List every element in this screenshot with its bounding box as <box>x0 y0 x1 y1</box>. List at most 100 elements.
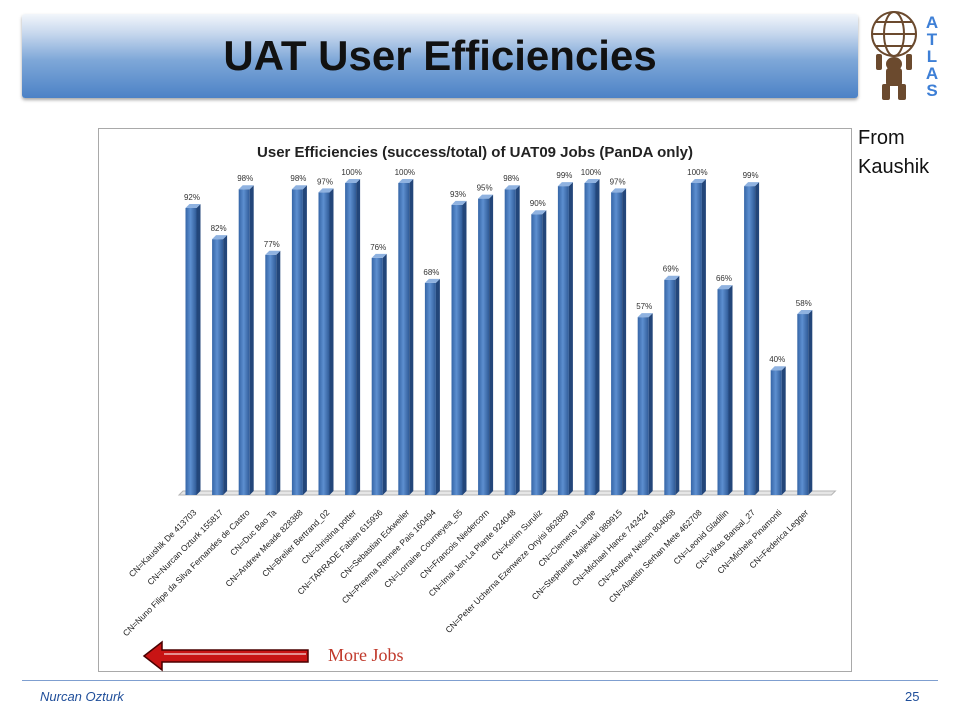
bar <box>690 183 702 495</box>
chart-frame: User Efficiencies (success/total) of UAT… <box>98 128 852 672</box>
bar-top <box>584 179 600 183</box>
bar-side <box>701 179 706 495</box>
data-label: 58% <box>796 299 812 308</box>
source-note: From Kaushik <box>858 124 929 182</box>
atlas-figure-icon <box>871 11 917 57</box>
bar-side <box>728 285 733 495</box>
bar-side <box>542 210 547 495</box>
logo-letter: A <box>926 64 938 83</box>
data-label: 97% <box>610 177 626 186</box>
logo-letter: T <box>927 30 938 49</box>
more-jobs-label: More Jobs <box>328 645 404 665</box>
bar-top <box>478 194 494 199</box>
bar-side <box>568 182 573 495</box>
bar-top <box>371 253 387 258</box>
bar-side <box>622 188 627 496</box>
data-label: 66% <box>716 274 732 283</box>
footer-author: Nurcan Ozturk <box>40 689 124 704</box>
bar-top <box>212 235 228 240</box>
bar-side <box>435 278 440 495</box>
data-label: 100% <box>395 168 415 177</box>
bar-top <box>238 185 254 190</box>
bar-group: 92%CN=Kaushik De 413703 <box>127 193 201 579</box>
bar-top <box>398 179 414 183</box>
bar <box>717 289 729 495</box>
bar <box>345 183 357 495</box>
title-banner: UAT User Efficiencies <box>22 14 858 98</box>
bar-top <box>744 182 760 187</box>
bar-top <box>797 310 813 315</box>
bar <box>770 370 782 495</box>
bar-top <box>318 188 334 193</box>
bar-side <box>356 179 361 495</box>
x-tick-label: CN=Peter Ucherna Ezenweze Onyisi 862889 <box>443 507 571 635</box>
data-label: 90% <box>530 199 546 208</box>
bar <box>424 282 436 495</box>
bar-top <box>345 179 361 183</box>
bar <box>744 186 756 495</box>
bar-side <box>196 203 201 495</box>
bar-side <box>223 235 228 495</box>
bar-side <box>409 179 414 495</box>
bar <box>531 214 543 495</box>
page-number: 25 <box>905 689 920 704</box>
bar-top <box>770 366 786 371</box>
data-label: 97% <box>317 177 333 186</box>
bar-top <box>531 210 547 215</box>
data-label: 98% <box>290 174 306 183</box>
bar-side <box>648 313 653 495</box>
data-label: 57% <box>636 302 652 311</box>
bar-top <box>504 185 520 190</box>
left-arrow-icon <box>142 640 309 672</box>
efficiency-bar-chart: User Efficiencies (success/total) of UAT… <box>121 144 837 638</box>
bar <box>451 204 463 495</box>
bar-side <box>595 179 600 495</box>
bar-top <box>557 182 573 187</box>
bar-side <box>755 182 760 495</box>
chart-title: User Efficiencies (success/total) of UAT… <box>257 144 693 161</box>
x-tick-label: CN=Duc Bao Ta <box>228 507 278 557</box>
bar <box>318 192 330 496</box>
bar-side <box>249 185 254 496</box>
data-label: 93% <box>450 190 466 199</box>
source-note-line1: From <box>858 127 905 149</box>
data-label: 98% <box>503 174 519 183</box>
logo-letter: L <box>927 47 937 66</box>
bar <box>478 198 490 495</box>
bar-group: 77% CN=Duc Bao Ta <box>228 240 281 558</box>
data-label: 77% <box>264 240 280 249</box>
bar-side <box>515 185 520 496</box>
bar-top <box>451 200 467 205</box>
bar-top <box>265 250 281 255</box>
data-label: 76% <box>370 243 386 252</box>
bar-top <box>664 275 680 280</box>
footer-divider <box>22 680 938 681</box>
bar <box>797 314 809 495</box>
data-label: 98% <box>237 174 253 183</box>
bar <box>265 254 277 495</box>
bar-top <box>637 313 653 318</box>
bar <box>185 207 197 495</box>
bar-top <box>690 179 706 183</box>
data-label: 69% <box>663 265 679 274</box>
bar-side <box>489 194 494 495</box>
bar-top <box>717 285 733 290</box>
source-note-line2: Kaushik <box>858 156 930 178</box>
bar-top <box>185 203 201 208</box>
bar <box>212 239 224 495</box>
bar-top <box>291 185 307 190</box>
bar <box>557 186 569 495</box>
bar <box>371 257 383 495</box>
data-label: 99% <box>556 171 572 180</box>
bar-side <box>462 200 467 495</box>
bar-side <box>675 275 680 495</box>
bar <box>611 192 623 496</box>
data-label: 95% <box>477 184 493 193</box>
data-label: 68% <box>423 268 439 277</box>
data-label: 100% <box>687 168 707 177</box>
logo-letter: S <box>926 81 937 100</box>
data-label: 100% <box>581 168 601 177</box>
bar <box>238 189 250 496</box>
data-label: 92% <box>184 193 200 202</box>
